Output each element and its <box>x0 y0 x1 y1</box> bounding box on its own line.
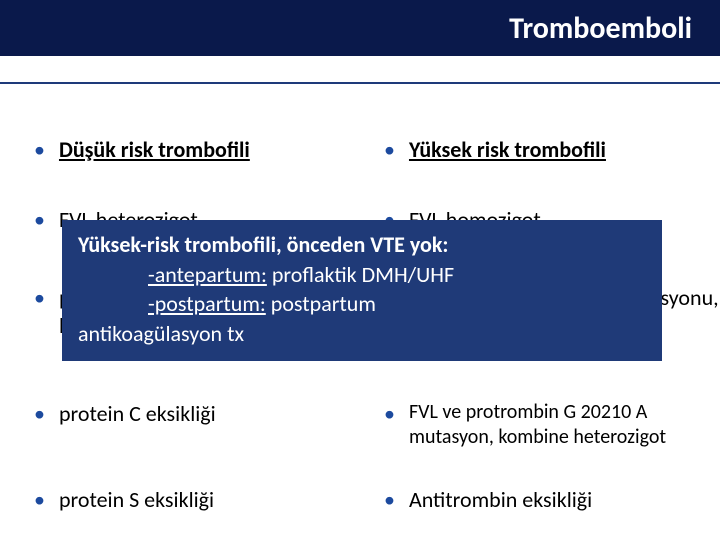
title-band: Tromboemboli <box>0 0 720 56</box>
bullet-icon: • <box>34 136 45 164</box>
overlay-line-4: antikoagülasyon tx <box>78 319 646 349</box>
right-item-row: • FVL ve protrombin G 20210 A mutasyon, … <box>384 400 720 450</box>
left-item-row: • protein S eksikliği <box>34 486 214 514</box>
overlay-line3-rest: postpartum <box>266 290 376 317</box>
left-item: protein C eksikliği <box>59 400 216 428</box>
right-heading-row: • Yüksek risk trombofili <box>384 136 606 164</box>
overlay-callout: Yüksek-risk trombofili, önceden VTE yok:… <box>62 220 662 361</box>
title-underline <box>0 56 720 84</box>
overlay-line2-label: -antepartum: <box>148 261 267 288</box>
bullet-icon: • <box>34 486 45 514</box>
overlay-line-2: -antepartum: proflaktik DMH/UHF <box>78 260 646 290</box>
overlay-line-3: -postpartum: postpartum <box>78 289 646 319</box>
bullet-icon: • <box>34 400 45 428</box>
bullet-icon: • <box>384 136 395 164</box>
left-item: protein S eksikliği <box>59 486 214 514</box>
overlay-line-1: Yüksek-risk trombofili, önceden VTE yok: <box>78 230 646 260</box>
left-heading: Düşük risk trombofili <box>59 136 250 164</box>
left-item-row: • protein C eksikliği <box>34 400 216 428</box>
overlay-line2-rest: proflaktik DMH/UHF <box>267 261 454 288</box>
left-heading-row: • Düşük risk trombofili <box>34 136 250 164</box>
right-item-row: • Antitrombin eksikliği <box>384 486 592 514</box>
bullet-icon: • <box>34 206 45 234</box>
right-item: Antitrombin eksikliği <box>409 486 592 514</box>
bullet-icon: • <box>34 284 45 312</box>
slide-title: Tromboemboli <box>509 10 692 47</box>
bullet-icon: • <box>384 400 395 428</box>
bullet-icon: • <box>384 486 395 514</box>
right-heading: Yüksek risk trombofili <box>409 136 606 164</box>
overlay-line3-label: -postpartum: <box>148 290 266 317</box>
right-item: FVL ve protrombin G 20210 A mutasyon, ko… <box>409 400 720 450</box>
